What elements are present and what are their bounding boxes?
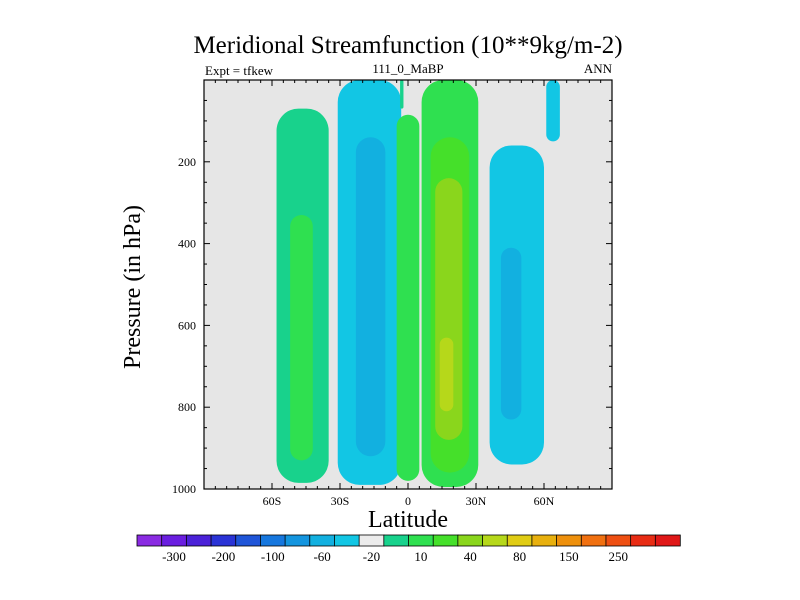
x-tick-label: 30S xyxy=(331,494,350,508)
x-tick-label: 30N xyxy=(466,494,487,508)
equator-streak xyxy=(400,80,404,109)
x-tick-label: 60S xyxy=(263,494,282,508)
colorbar-label: -60 xyxy=(313,549,330,564)
colorbar-label: 150 xyxy=(559,549,579,564)
colorbar-box xyxy=(210,534,237,547)
colorbar-box xyxy=(358,534,385,547)
subtitle-center: 111_0_MaBP xyxy=(372,61,443,76)
colorbar-box xyxy=(457,534,484,547)
colorbar-box xyxy=(556,534,582,547)
y-tick-label: 400 xyxy=(178,237,196,251)
colorbar: -300 -200 -100 -60 -20 10 40 80 150 250 xyxy=(136,534,681,564)
polar-streak xyxy=(546,80,560,142)
x-tick-label: 60N xyxy=(534,494,555,508)
colorbar-box xyxy=(284,534,311,547)
colorbar-box xyxy=(630,534,657,547)
colorbar-box xyxy=(136,534,163,547)
colorbar-box xyxy=(309,534,336,547)
colorbar-label: 40 xyxy=(464,549,477,564)
y-axis: 200 400 600 800 1000 xyxy=(172,99,612,496)
colorbar-label: 250 xyxy=(609,549,629,564)
colorbar-box xyxy=(432,534,459,547)
plot-area xyxy=(203,79,613,490)
colorbar-box xyxy=(506,534,533,547)
colorbar-box xyxy=(334,534,360,547)
subtitle-right: ANN xyxy=(584,61,613,76)
south-hadley-cell-core xyxy=(355,137,386,457)
x-axis-label: Latitude xyxy=(368,507,448,533)
colorbar-box xyxy=(605,534,632,547)
colorbar-box xyxy=(580,534,607,547)
colorbar-box xyxy=(260,534,286,547)
x-tick-label: 0 xyxy=(405,494,411,508)
colorbar-label: -300 xyxy=(162,549,186,564)
colorbar-box xyxy=(161,534,188,547)
colorbar-box xyxy=(482,534,508,547)
subtitle-left: Expt = tfkew xyxy=(205,63,274,78)
colorbar-box xyxy=(408,534,434,547)
chart-title: Meridional Streamfunction (10**9kg/m-2) xyxy=(193,32,622,59)
colorbar-box xyxy=(235,534,262,547)
equatorial-cell xyxy=(396,114,420,481)
y-tick-label: 800 xyxy=(178,400,196,414)
colorbar-label: -20 xyxy=(363,549,380,564)
colorbar-box xyxy=(531,534,558,547)
colorbar-box xyxy=(185,534,212,547)
colorbar-box xyxy=(654,534,681,547)
north-outer-cell-core xyxy=(500,247,522,420)
y-tick-label: 600 xyxy=(178,318,196,332)
colorbar-label: -100 xyxy=(261,549,285,564)
colorbar-label: -200 xyxy=(211,549,235,564)
y-tick-label: 200 xyxy=(178,155,196,169)
x-axis: 60S 30S 0 30N 60N xyxy=(203,80,613,508)
colorbar-label: 80 xyxy=(513,549,526,564)
y-axis-label: Pressure (in hPa) xyxy=(120,205,146,369)
colorbar-box xyxy=(383,534,410,547)
south-outer-cell-core xyxy=(290,214,313,461)
north-hadley-cell-center xyxy=(439,337,454,412)
y-tick-label: 1000 xyxy=(172,482,196,496)
colorbar-label: 10 xyxy=(414,549,427,564)
